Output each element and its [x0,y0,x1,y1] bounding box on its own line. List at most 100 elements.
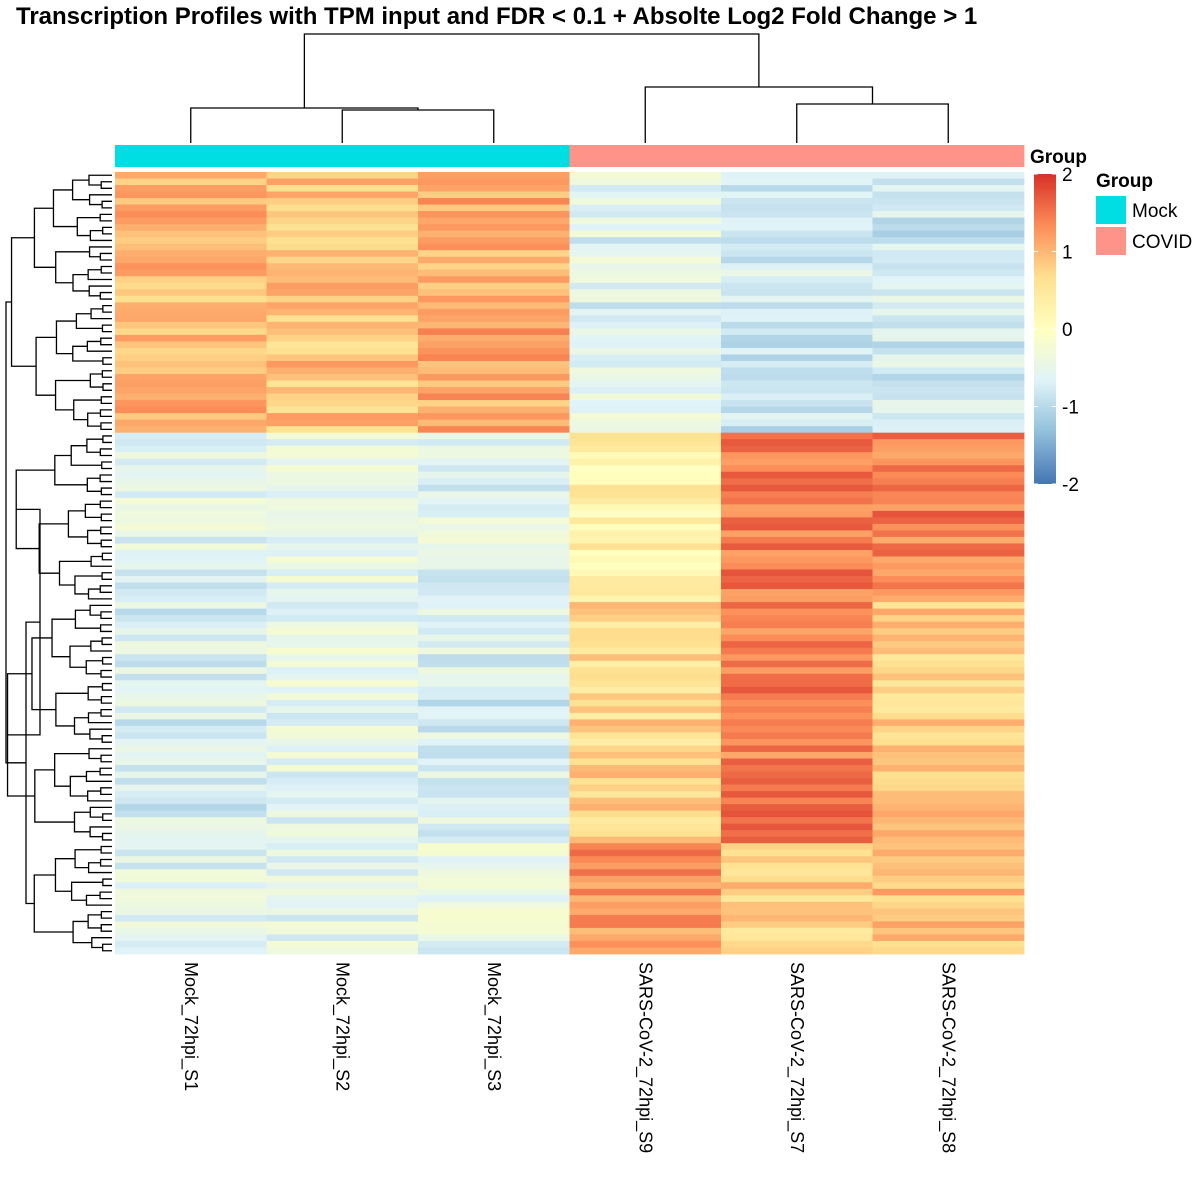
heatmap-cell [872,497,1025,505]
heatmap-cell [418,595,570,603]
heatmap-cell [115,608,267,616]
heatmap-cell [418,406,570,414]
heatmap-cell [266,237,419,245]
heatmap-cell [569,367,722,375]
legend-label-covid: COVID [1132,232,1192,253]
heatmap-cell [721,211,873,219]
heatmap-cell [569,576,722,583]
heatmap-cell [872,589,1025,596]
heatmap-cell [569,927,722,935]
heatmap-cell [569,732,722,740]
heatmap-cell [115,771,267,779]
heatmap-cell [115,452,267,460]
heatmap-cell [266,295,419,303]
dendrogram-branch [38,523,69,574]
heatmap-cell [266,289,419,297]
heatmap-cell [418,295,570,303]
heatmap-cell [721,830,873,838]
heatmap-cell [115,667,267,675]
heatmap-cell [721,530,873,538]
dendrogram-root [303,33,760,108]
heatmap-cell [872,432,1025,440]
heatmap-cell [721,224,873,232]
heatmap-cell [418,211,570,219]
color-scale-tick-label: 2 [1062,165,1073,186]
heatmap-cell [266,706,419,714]
heatmap-cell [115,706,267,714]
heatmap-cell [266,823,419,831]
heatmap-cell [266,914,419,922]
dendrogram-branch [86,438,103,453]
heatmap-cell [266,465,419,473]
heatmap-cell [872,308,1025,316]
heatmap-cell [266,589,419,596]
heatmap-cell [115,178,267,186]
heatmap-cell [721,204,873,212]
heatmap-cell [266,439,419,447]
dendrogram-branch [102,226,112,235]
group-legend-title: Group [1096,171,1153,192]
heatmap-cell [569,406,722,414]
heatmap-cell [872,673,1025,681]
heatmap-cell [115,360,267,368]
dendrogram-branch [100,924,112,932]
heatmap-cell [721,185,873,192]
heatmap-cell [266,387,419,394]
heatmap-cell [418,615,570,623]
heatmap-cell [721,817,873,825]
dendrogram-branch [89,826,112,838]
dendrogram-branch [101,200,112,209]
heatmap-cell [115,458,267,466]
dendrogram-branch [100,669,112,678]
heatmap-cell [569,347,722,355]
heatmap-cell [418,823,570,831]
heatmap-cell [721,387,873,394]
heatmap-cell [418,536,570,544]
heatmap-cell [266,673,419,681]
heatmap-cell [418,458,570,466]
heatmap-cell [721,243,873,251]
heatmap-cell [115,647,267,655]
heatmap-cell [569,217,722,225]
heatmap-cell [872,302,1025,310]
heatmap-cell [418,628,570,636]
heatmap-cell [418,712,570,720]
heatmap-cell [115,778,267,785]
heatmap-cell [721,563,873,570]
heatmap-cell [266,263,419,271]
heatmap-cell [115,517,267,525]
heatmap-cell [266,862,419,870]
dendrogram-branch [100,513,112,522]
heatmap-cell [569,458,722,466]
heatmap-cell [266,523,419,531]
heatmap-cell [418,471,570,479]
heatmap-cell [115,934,267,942]
heatmap-cell [115,712,267,720]
heatmap-cell [872,563,1025,570]
heatmap-cell [569,810,722,818]
heatmap-cell [569,582,722,590]
heatmap-cell [266,269,419,277]
heatmap-cell [721,778,873,785]
heatmap-cell [418,921,570,929]
dendrogram-branch [101,656,112,665]
heatmap-cell [721,901,873,909]
heatmap-cell [721,660,873,668]
dendrogram-branch [25,621,40,905]
heatmap-cell [266,771,419,779]
dendrogram-branch [102,304,112,313]
dendrogram-branch [101,637,112,646]
heatmap-cell [569,836,722,844]
heatmap-cell [569,686,722,694]
heatmap-cell [115,582,267,590]
heatmap-cell [266,778,419,785]
heatmap-cell [266,172,419,179]
heatmap-cell [872,478,1025,486]
heatmap-cell [115,321,267,329]
annotation-cell-mock [266,145,419,167]
heatmap-cell [418,895,570,903]
heatmap-cell [721,869,873,877]
heatmap-cell [569,295,722,303]
heatmap-cell [418,198,570,205]
dendrogram-branch [70,881,103,901]
